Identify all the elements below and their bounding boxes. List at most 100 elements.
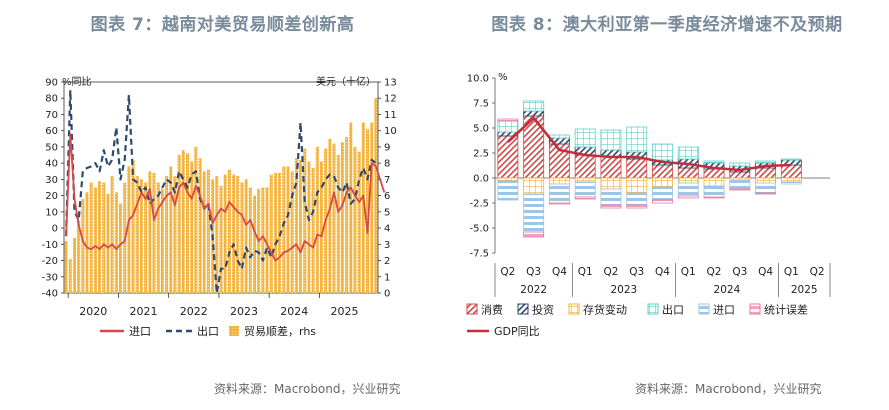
y-tick-label: 7.5 — [473, 99, 489, 110]
legend-gdp-label: GDP同比 — [494, 325, 540, 338]
surplus-bar — [215, 176, 219, 293]
surplus-bar — [181, 150, 185, 293]
surplus-bar — [353, 146, 357, 293]
y-tick-label: -2.5 — [469, 199, 489, 210]
x-tick-label: 2022 — [180, 305, 208, 318]
surplus-bar — [273, 172, 277, 293]
surplus-bar — [152, 172, 156, 293]
stacked-bar-segment — [523, 231, 545, 238]
stacked-bar-segment — [600, 177, 622, 190]
export-line — [65, 88, 377, 295]
stacked-bar-segment — [703, 196, 725, 199]
x-quarter-label: Q3 — [629, 266, 644, 278]
surplus-bar — [290, 171, 294, 293]
stacked-bar-segment — [548, 177, 570, 185]
x-quarter-label: Q4 — [758, 266, 773, 278]
left-tick-label: 60 — [45, 126, 58, 137]
stacked-bar-segment — [703, 160, 725, 164]
surplus-bar — [307, 161, 311, 293]
stacked-bar-segment — [626, 192, 648, 206]
surplus-bar — [223, 174, 227, 293]
y-tick-label: 0.0 — [473, 174, 489, 185]
surplus-bar — [227, 169, 231, 293]
stacked-bar-segment — [703, 177, 725, 187]
surplus-bar — [328, 138, 332, 293]
x-year-label: 2023 — [610, 284, 637, 296]
x-year-label: 2024 — [714, 284, 741, 296]
left-tick-label: -40 — [42, 289, 58, 300]
x-quarter-label: Q2 — [603, 266, 618, 278]
surplus-bar — [232, 174, 236, 293]
right-tick-label: 9 — [384, 142, 390, 153]
surplus-bar — [131, 159, 135, 293]
right-tick-label: 6 — [384, 191, 390, 202]
surplus-bar — [148, 171, 152, 293]
stacked-bar-segment — [523, 193, 545, 233]
legend-label: 存货变动 — [583, 303, 627, 317]
stacked-bar-segment — [523, 100, 545, 112]
right-tick-label: 11 — [384, 110, 397, 121]
surplus-bar — [144, 182, 148, 293]
stacked-bar-segment — [729, 179, 751, 190]
stacked-bar-segment — [523, 177, 545, 195]
legend-swatch — [647, 303, 659, 315]
stacked-bar-segment — [780, 177, 802, 183]
y-tick-label: -5.0 — [469, 224, 489, 235]
stacked-bar-segment — [548, 183, 570, 204]
x-quarter-label: Q1 — [784, 266, 799, 278]
stacked-bar-segment — [600, 129, 622, 151]
x-quarter-label: Q4 — [552, 266, 567, 278]
surplus-bar — [361, 122, 365, 293]
legend-surplus-label: 贸易顺差，rhs — [244, 324, 316, 338]
stacked-bar-segment — [677, 177, 699, 184]
x-year-label: 2025 — [791, 284, 818, 296]
import-line — [65, 132, 386, 262]
stacked-bar-segment — [755, 177, 777, 184]
surplus-bar — [240, 182, 244, 293]
stacked-bar-segment — [755, 160, 777, 164]
surplus-bar — [165, 176, 169, 293]
x-quarter-label: Q2 — [500, 266, 515, 278]
right-tick-label: 12 — [384, 94, 397, 105]
left-tick-label: 0 — [52, 224, 58, 235]
y-tick-label: 2.5 — [473, 149, 489, 160]
legend-label: 进口 — [713, 304, 735, 317]
surplus-bar — [357, 151, 361, 293]
x-tick-label: 2023 — [230, 305, 258, 318]
surplus-bar — [173, 176, 177, 293]
right-tick-label: 1 — [384, 272, 390, 283]
surplus-bar — [311, 168, 315, 293]
left-tick-label: 10 — [45, 207, 58, 218]
stacked-bar-segment — [497, 135, 519, 179]
legend-swatch — [568, 303, 580, 315]
stacked-bar-segment — [626, 204, 648, 209]
surplus-bar — [85, 192, 89, 293]
x-tick-label: 2021 — [130, 305, 158, 318]
legend-import-label: 进口 — [129, 325, 151, 338]
surplus-bar — [244, 179, 248, 293]
left-tick-label: 50 — [45, 142, 58, 153]
left-tick-label: 70 — [45, 110, 58, 121]
legend-label: 投资 — [532, 303, 554, 317]
stacked-bar-segment — [574, 154, 596, 179]
unit-label: % — [498, 72, 508, 83]
stacked-bar-segment — [574, 196, 596, 200]
surplus-bar — [190, 161, 194, 293]
stacked-bar-segment — [574, 181, 596, 198]
stacked-bar-segment — [652, 199, 673, 204]
stacked-bar-segment — [600, 156, 622, 179]
surplus-bar — [198, 158, 202, 293]
surplus-bar — [77, 219, 81, 293]
surplus-bar — [185, 153, 190, 293]
x-quarter-label: Q1 — [578, 266, 593, 278]
right-tick-label: 10 — [384, 126, 397, 137]
right-tick-label: 5 — [384, 207, 390, 218]
left-tick-label: -10 — [42, 240, 58, 251]
stacked-bar-segment — [780, 181, 802, 185]
surplus-bar — [93, 187, 97, 293]
stacked-bar-segment — [755, 192, 777, 195]
x-quarter-label: Q3 — [732, 266, 747, 278]
stacked-bar-segment — [729, 188, 751, 191]
surplus-bar — [315, 146, 319, 293]
surplus-bar — [89, 182, 93, 293]
